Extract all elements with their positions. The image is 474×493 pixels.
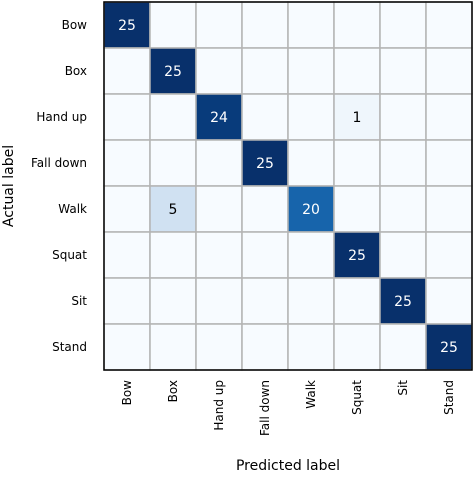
matrix-cell xyxy=(195,185,243,233)
matrix-cell xyxy=(149,231,197,279)
matrix-cell xyxy=(195,47,243,95)
matrix-cell xyxy=(241,47,289,95)
matrix-cell xyxy=(379,47,427,95)
matrix-cell xyxy=(195,1,243,49)
matrix-cell xyxy=(333,47,381,95)
matrix-cell xyxy=(379,323,427,371)
matrix-cell-labels: 25 25 24 1 25 5 20 25 25 25 xyxy=(118,18,458,356)
y-tick-label: Sit xyxy=(71,294,87,308)
cell-value-label: 25 xyxy=(118,18,136,34)
y-tick-label: Fall down xyxy=(31,156,87,170)
cell-value-label: 24 xyxy=(210,110,228,126)
y-tick-label: Squat xyxy=(52,248,87,262)
matrix-cell xyxy=(195,231,243,279)
matrix-cell xyxy=(333,1,381,49)
matrix-cell xyxy=(103,47,151,95)
matrix-cell xyxy=(287,231,335,279)
matrix-cell xyxy=(149,185,197,233)
matrix-cell xyxy=(241,231,289,279)
y-tick-label: Hand up xyxy=(36,110,87,124)
matrix-cell xyxy=(103,93,151,141)
matrix-cell xyxy=(103,277,151,325)
cell-value-label: 5 xyxy=(169,202,178,218)
matrix-cell xyxy=(103,231,151,279)
matrix-cell xyxy=(103,185,151,233)
x-tick-label: Hand up xyxy=(212,380,226,431)
matrix-cell xyxy=(287,47,335,95)
matrix-cell xyxy=(379,139,427,187)
x-tick-label: Bow xyxy=(120,380,134,406)
x-axis-title: Predicted label xyxy=(236,458,340,474)
matrix-cell xyxy=(333,323,381,371)
matrix-cells xyxy=(103,1,473,371)
y-tick-label: Walk xyxy=(58,202,87,216)
x-tick-label: Box xyxy=(166,380,180,402)
matrix-cell xyxy=(241,1,289,49)
matrix-cell xyxy=(241,185,289,233)
matrix-cell xyxy=(149,1,197,49)
x-tick-label: Fall down xyxy=(258,380,272,436)
matrix-cell xyxy=(287,323,335,371)
matrix-cell xyxy=(425,1,473,49)
x-tick-label: Walk xyxy=(304,380,318,409)
y-tick-label: Bow xyxy=(62,18,88,32)
matrix-cell xyxy=(333,139,381,187)
cell-value-label: 25 xyxy=(440,340,458,356)
cell-value-label: 20 xyxy=(302,202,320,218)
matrix-cell xyxy=(287,93,335,141)
y-axis-title: Actual label xyxy=(1,145,17,227)
y-tick-labels: Bow Box Hand up Fall down Walk Squat Sit Stand xyxy=(31,18,87,354)
matrix-cell xyxy=(379,185,427,233)
plot-frame xyxy=(103,1,473,371)
matrix-cell xyxy=(149,93,197,141)
matrix-cell xyxy=(103,323,151,371)
matrix-cell xyxy=(379,93,427,141)
cell-value-label: 25 xyxy=(394,294,412,310)
matrix-cell xyxy=(241,277,289,325)
cell-value-label: 25 xyxy=(348,248,366,264)
matrix-cell xyxy=(149,277,197,325)
matrix-cell xyxy=(241,323,289,371)
matrix-cell xyxy=(425,139,473,187)
matrix-cell xyxy=(425,231,473,279)
matrix-cell xyxy=(425,277,473,325)
x-tick-label: Sit xyxy=(396,380,410,396)
x-tick-label: Stand xyxy=(442,380,456,415)
matrix-cell xyxy=(149,323,197,371)
x-tick-labels: Bow Box Hand up Fall down Walk Squat Sit Stand xyxy=(120,380,456,436)
cell-value-label: 25 xyxy=(164,64,182,80)
matrix-cell xyxy=(195,277,243,325)
matrix-cell xyxy=(425,323,473,371)
matrix-cell xyxy=(287,277,335,325)
x-tick-label: Squat xyxy=(350,380,364,415)
matrix-cell xyxy=(103,139,151,187)
matrix-cell xyxy=(333,185,381,233)
matrix-cell xyxy=(241,93,289,141)
cell-value-label: 25 xyxy=(256,156,274,172)
matrix-cell xyxy=(425,93,473,141)
matrix-cell xyxy=(149,47,197,95)
matrix-cell xyxy=(333,231,381,279)
matrix-cell xyxy=(425,185,473,233)
matrix-cell xyxy=(195,323,243,371)
matrix-cell xyxy=(195,139,243,187)
matrix-cell xyxy=(379,1,427,49)
matrix-cell xyxy=(425,47,473,95)
matrix-cell xyxy=(379,231,427,279)
cell-value-label: 1 xyxy=(353,110,362,126)
y-tick-label: Stand xyxy=(52,340,87,354)
matrix-cell xyxy=(333,277,381,325)
matrix-cell xyxy=(287,1,335,49)
y-tick-label: Box xyxy=(65,64,87,78)
matrix-cell xyxy=(287,139,335,187)
matrix-cell xyxy=(149,139,197,187)
